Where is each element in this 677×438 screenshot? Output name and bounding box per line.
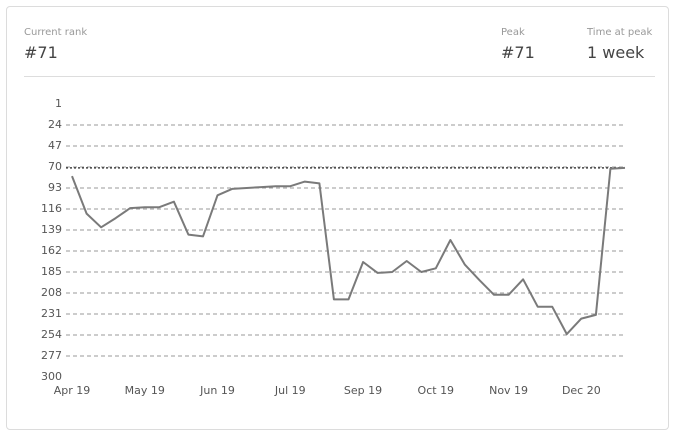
time-value: 1 week xyxy=(587,43,645,62)
rank-line xyxy=(71,166,626,336)
x-tick-label: May 19 xyxy=(125,384,165,397)
y-tick-label: 47 xyxy=(48,139,62,152)
y-tick-label: 277 xyxy=(41,349,62,362)
x-tick-label: Dec 20 xyxy=(562,384,601,397)
current-value: #71 xyxy=(24,43,58,62)
y-tick-label: 116 xyxy=(41,202,62,215)
card: Current rank #71 Peak #71 Time at peak 1… xyxy=(6,6,669,430)
x-tick-label: Oct 19 xyxy=(418,384,455,397)
current-label: Current rank xyxy=(24,27,88,38)
y-tick-label: 254 xyxy=(41,328,62,341)
x-tick-label: Jun 19 xyxy=(199,384,235,397)
y-tick-label: 93 xyxy=(48,181,62,194)
y-tick-label: 231 xyxy=(41,307,62,320)
x-tick-label: Sep 19 xyxy=(344,384,382,397)
y-tick-label: 1 xyxy=(55,97,62,110)
y-tick-label: 162 xyxy=(41,244,62,257)
peak-label: Peak xyxy=(501,27,525,38)
x-tick-label: Jul 19 xyxy=(274,384,306,397)
time-label: Time at peak xyxy=(587,27,653,38)
x-tick-label: Apr 19 xyxy=(54,384,91,397)
x-tick-label: Nov 19 xyxy=(489,384,528,397)
y-tick-label: 139 xyxy=(41,223,62,236)
y-tick-label: 185 xyxy=(41,265,62,278)
separator xyxy=(24,76,655,77)
peak-value: #71 xyxy=(501,43,535,62)
y-tick-label: 300 xyxy=(41,370,62,383)
y-tick-label: 24 xyxy=(48,118,62,131)
y-tick-label: 208 xyxy=(41,286,62,299)
y-tick-label: 70 xyxy=(48,160,62,173)
